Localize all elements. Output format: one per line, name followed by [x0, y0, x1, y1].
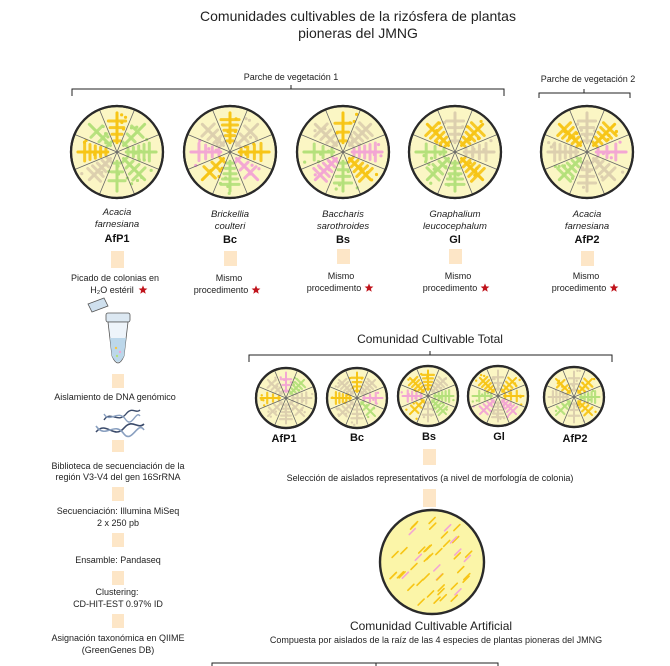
plate-afp2 [539, 104, 635, 200]
proc-afp2-line2: procedimento [552, 283, 607, 293]
pipeline-step-1: Aislamiento de DNA genómico [54, 392, 176, 402]
plant-afp1-species: farnesiana [95, 219, 139, 230]
pipeline-step-3-line2: 2 x 250 pb [97, 518, 139, 528]
small-plate-afp1 [254, 366, 318, 430]
small-plate-afp2 [542, 365, 606, 429]
plant-bc-species: coulteri [215, 221, 247, 232]
pipeline-step-2-line1: Biblioteca de secuenciación de la [51, 461, 184, 471]
proc-afp1-line1: Picado de colonias en [71, 273, 159, 283]
pipeline-step-6-line1: Asignación taxonómica en QIIME [51, 633, 184, 643]
dna-icon [95, 409, 145, 438]
pipeline-arrow-5 [112, 571, 124, 585]
selection-arrow-bottom [423, 489, 436, 507]
total-code-afp2: AfP2 [562, 433, 587, 445]
pipeline-arrow-1 [112, 374, 124, 388]
artificial-subtitle: Compuesta por aislados de la raíz de las… [270, 635, 602, 645]
plant-bc-code: Bc [223, 234, 237, 246]
arrow-gl [449, 249, 462, 264]
pipeline-step-6-line2: (GreenGenes DB) [82, 645, 155, 655]
plant-bs-genus: Baccharis [322, 209, 364, 220]
patch-2-label: Parche de vegetación 2 [541, 74, 636, 84]
plate-bs [295, 104, 391, 200]
patch-1-bracket [71, 85, 505, 96]
pipeline-step-3-line1: Secuenciación: Illumina MiSeq [57, 506, 180, 516]
pipeline-step-5-line1: Clustering: [95, 587, 138, 597]
plant-afp2-species: farnesiana [565, 221, 609, 232]
pipeline-arrow-2 [112, 440, 124, 452]
star-icon [138, 285, 148, 294]
proc-afp1-line2: H₂O estéril [90, 285, 134, 295]
title-line-2: pioneras del JMNG [298, 25, 418, 41]
plant-bc-genus: Brickellia [211, 209, 249, 220]
arrow-afp2 [581, 251, 594, 266]
pipeline-step-5-line2: CD-HIT-EST 0.97% ID [73, 599, 163, 609]
plant-gl-species: leucocephalum [423, 221, 487, 232]
plant-bs-code: Bs [336, 234, 350, 246]
small-plate-bc [325, 366, 389, 430]
plant-afp1-genus: Acacia [102, 207, 132, 218]
plate-bc [182, 104, 278, 200]
title-line-1: Comunidades cultivables de la rizósfera … [200, 8, 516, 24]
star-icon [609, 283, 619, 292]
arrow-bc [224, 251, 237, 266]
proc-gl-line1: Mismo [445, 271, 472, 281]
proc-afp2-line1: Mismo [573, 271, 600, 281]
plate-afp1 [69, 104, 165, 200]
proc-bc-line1: Mismo [216, 273, 243, 283]
patch-2-bracket [538, 89, 631, 98]
star-icon [480, 283, 490, 292]
pipeline-step-2-line2: región V3-V4 del gen 16SrRNA [55, 472, 180, 482]
total-community-title: Comunidad Cultivable Total [357, 332, 503, 346]
proc-bs-line2: procedimento [307, 283, 362, 293]
pipeline-arrow-4 [112, 533, 124, 547]
arrow-afp1 [111, 251, 124, 268]
total-code-gl: Gl [493, 431, 505, 443]
arrow-bs [337, 249, 350, 264]
patch-1-label: Parche de vegetación 1 [244, 72, 339, 82]
plant-gl-genus: Gnaphalium [429, 209, 480, 220]
tube-icon [87, 297, 131, 364]
small-plate-bs [396, 364, 460, 428]
plant-afp2-code: AfP2 [574, 234, 599, 246]
plant-gl-code: Gl [449, 234, 461, 246]
proc-bs-line1: Mismo [328, 271, 355, 281]
total-code-afp1: AfP1 [271, 433, 296, 445]
pipeline-arrow-6 [112, 614, 124, 628]
total-community-bracket [248, 351, 613, 362]
total-code-bc: Bc [350, 432, 364, 444]
proc-gl-line2: procedimento [423, 283, 478, 293]
selection-arrow-top [423, 449, 436, 465]
artificial-title: Comunidad Cultivable Artificial [350, 619, 512, 633]
pipeline-arrow-3 [112, 487, 124, 501]
star-icon [364, 283, 374, 292]
artificial-plate [378, 508, 486, 616]
plant-afp1-code: AfP1 [104, 233, 129, 245]
proc-bc-line2: procedimento [194, 285, 249, 295]
small-plate-gl [466, 364, 530, 428]
star-icon [251, 285, 261, 294]
pipeline-step-4: Ensamble: Pandaseq [75, 555, 161, 565]
plant-afp2-genus: Acacia [572, 209, 602, 220]
plate-gl [407, 104, 503, 200]
total-code-bs: Bs [422, 431, 436, 443]
plant-bs-species: sarothroides [317, 221, 370, 232]
selection-text: Selección de aislados representativos (a… [287, 473, 574, 483]
